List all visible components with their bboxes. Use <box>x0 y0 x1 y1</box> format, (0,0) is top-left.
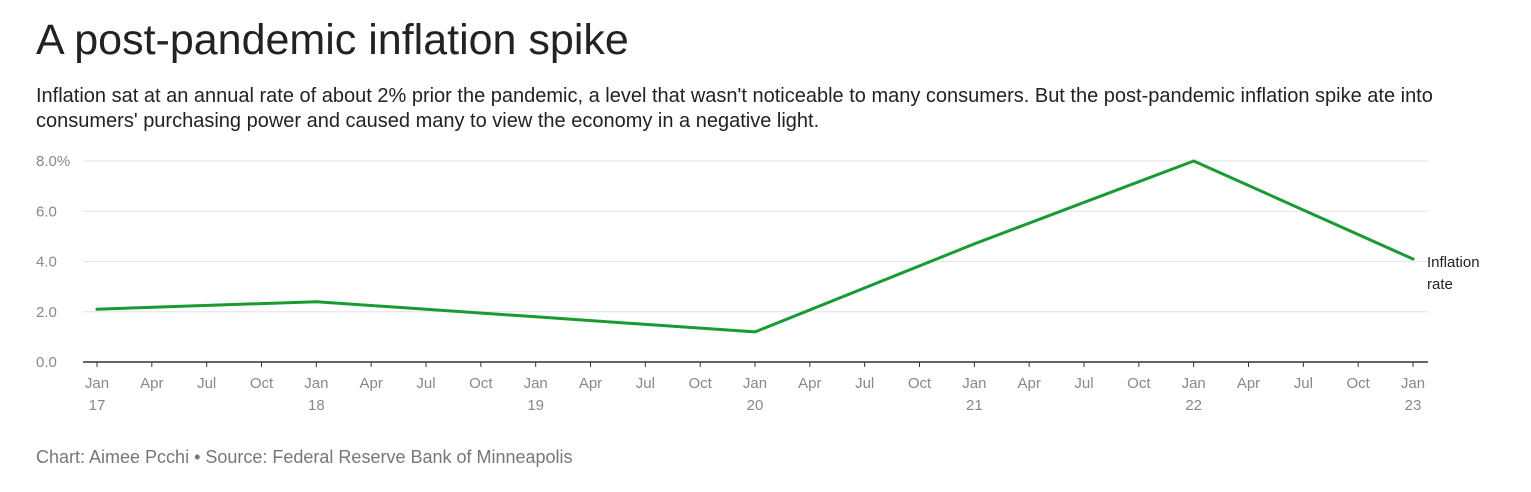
x-tick-label: Oct <box>688 375 712 392</box>
x-tick-label: Jan <box>1182 375 1206 392</box>
y-tick-label: 0.0 <box>36 354 57 371</box>
x-tick-year-label: 21 <box>966 397 983 414</box>
x-tick-year-label: 19 <box>527 397 544 414</box>
x-tick-label: Jan <box>962 375 986 392</box>
source-credit: Chart: Aimee Pcchi • Source: Federal Res… <box>36 447 573 467</box>
x-tick-label: Apr <box>359 375 382 392</box>
x-tick-label: Jul <box>855 375 874 392</box>
y-tick-label: 8.0% <box>36 153 70 170</box>
x-tick-year-label: 20 <box>747 397 764 414</box>
x-tick-label: Jan <box>1401 375 1425 392</box>
data-point <box>1192 159 1196 163</box>
x-tick-year-label: 22 <box>1185 397 1202 414</box>
x-tick-label: Apr <box>798 375 821 392</box>
chart-subtitle: Inflation sat at an annual rate of about… <box>36 85 1433 132</box>
y-axis-tick-labels: 8.0% 6.0 4.0 2.0 0.0 <box>36 153 70 371</box>
x-tick-label: Jul <box>1074 375 1093 392</box>
series-label: rate <box>1427 276 1453 293</box>
x-tick-year-label: 18 <box>308 397 325 414</box>
x-tick-label: Oct <box>908 375 932 392</box>
x-tick-label: Oct <box>469 375 493 392</box>
x-tick-label: Jan <box>743 375 767 392</box>
series-line-inflation-rate <box>95 159 1415 334</box>
series-layer: Inflation rate <box>95 159 1480 334</box>
x-tick-label: Oct <box>1127 375 1151 392</box>
y-tick-label: 4.0 <box>36 254 57 271</box>
data-point <box>534 315 538 319</box>
x-tick-label: Apr <box>579 375 602 392</box>
x-tick-year-label: 23 <box>1405 397 1422 414</box>
x-tick-label: Apr <box>140 375 163 392</box>
x-tick-label: Oct <box>1346 375 1370 392</box>
data-point <box>1411 257 1415 261</box>
y-tick-label: 2.0 <box>36 304 57 321</box>
data-point <box>95 307 99 311</box>
x-tick-label: Jan <box>524 375 548 392</box>
y-tick-label: 6.0 <box>36 203 57 220</box>
x-tick-label: Oct <box>250 375 274 392</box>
data-point <box>972 242 976 246</box>
x-tick-label: Jan <box>304 375 328 392</box>
x-tick-label: Jul <box>636 375 655 392</box>
x-tick-label: Apr <box>1237 375 1260 392</box>
x-tick-label: Jul <box>416 375 435 392</box>
gridlines <box>83 160 1428 313</box>
x-tick-label: Apr <box>1017 375 1040 392</box>
x-axis-ticks: Jan 17 Apr Jul Oct Jan 18 Apr Jul Oct Jan 19 Apr Jul O… <box>85 362 1425 414</box>
series-label: Inflation <box>1427 254 1480 271</box>
chart-title: A post-pandemic inflation spike <box>36 16 629 64</box>
data-point <box>753 330 757 334</box>
x-tick-label: Jan <box>85 375 109 392</box>
x-tick-label: Jul <box>1294 375 1313 392</box>
data-point <box>314 300 318 304</box>
x-tick-year-label: 17 <box>89 397 106 414</box>
x-tick-label: Jul <box>197 375 216 392</box>
